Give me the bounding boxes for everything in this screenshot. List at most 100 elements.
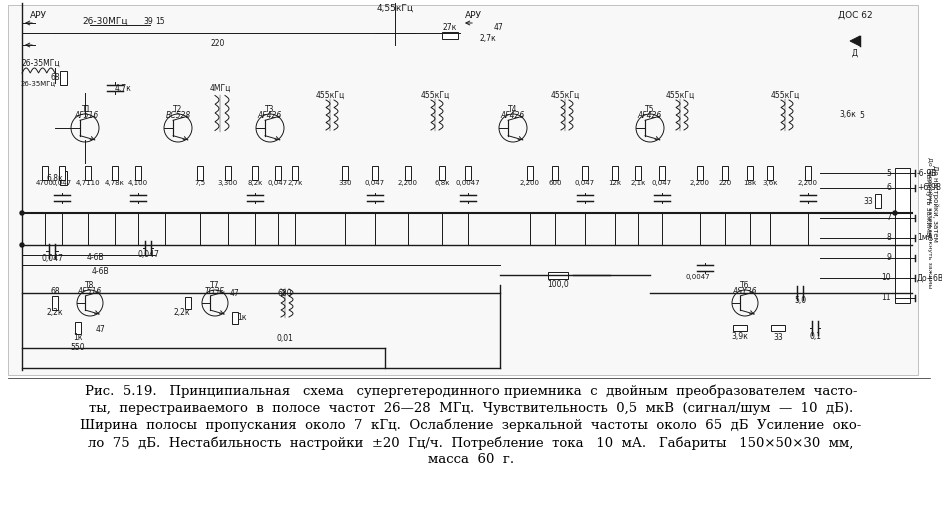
Text: 455кГц: 455кГц	[420, 90, 449, 100]
Bar	[442, 31, 458, 38]
Text: +6-9В: +6-9В	[917, 184, 941, 192]
Text: 2,7к: 2,7к	[479, 33, 496, 43]
Text: 4-6В: 4-6В	[86, 253, 104, 263]
Text: 0,01: 0,01	[277, 333, 294, 343]
Bar	[135, 166, 141, 180]
Bar	[59, 166, 65, 180]
Bar	[527, 166, 533, 180]
Text: TG3F: TG3F	[205, 287, 225, 297]
Text: 455кГц: 455кГц	[316, 90, 345, 100]
Text: 1к: 1к	[73, 332, 83, 342]
Text: AF426: AF426	[258, 111, 282, 121]
Bar	[722, 166, 728, 180]
Text: 3,300: 3,300	[218, 180, 238, 186]
Text: 33: 33	[863, 196, 873, 206]
Text: 10: 10	[882, 273, 891, 283]
Text: 18к: 18к	[743, 180, 756, 186]
Bar	[252, 166, 258, 180]
Text: До+6В(9В): До+6В(9В)	[917, 273, 942, 283]
Text: 9: 9	[886, 253, 891, 263]
Text: 47: 47	[493, 24, 503, 32]
Text: 1мА: 1мА	[917, 233, 933, 243]
Text: До настройки, затем замкнуть зажимы: До настройки, затем замкнуть зажимы	[928, 157, 933, 289]
Text: AF426: AF426	[638, 111, 662, 121]
Text: 39: 39	[143, 16, 153, 26]
Text: T5: T5	[645, 106, 655, 114]
Bar	[59, 171, 67, 185]
Bar	[8, 5, 918, 375]
Text: 2,200: 2,200	[798, 180, 818, 186]
Bar	[875, 194, 881, 208]
Bar	[232, 312, 238, 324]
Text: 0,047: 0,047	[138, 250, 159, 260]
Bar	[75, 322, 81, 334]
Text: 0,1: 0,1	[809, 332, 821, 342]
Text: AF426: AF426	[501, 111, 525, 121]
Text: 6: 6	[886, 184, 891, 192]
Text: 0,047: 0,047	[365, 180, 385, 186]
Text: 47: 47	[230, 288, 240, 298]
Text: 600: 600	[548, 180, 561, 186]
Bar	[747, 166, 753, 180]
Text: 550: 550	[71, 344, 86, 352]
Text: 12к: 12к	[609, 180, 622, 186]
Bar	[439, 166, 445, 180]
Bar	[697, 166, 703, 180]
Text: BC528: BC528	[166, 111, 190, 121]
Text: 1к: 1к	[237, 313, 247, 323]
Text: 8,2к: 8,2к	[248, 180, 263, 186]
Text: T1: T1	[82, 106, 91, 114]
Text: 3,9к: 3,9к	[732, 332, 749, 342]
Text: 220: 220	[211, 38, 225, 48]
Text: 0,047: 0,047	[575, 180, 595, 186]
Text: 4,7к: 4,7к	[115, 84, 132, 92]
Text: 4,78к: 4,78к	[106, 180, 125, 186]
Text: T3: T3	[266, 106, 275, 114]
Bar	[85, 166, 91, 180]
Text: 330: 330	[338, 180, 351, 186]
Bar	[659, 166, 665, 180]
Text: 47: 47	[95, 326, 105, 334]
Text: Д: Д	[852, 49, 858, 57]
Bar	[185, 297, 191, 309]
Text: 4,100: 4,100	[128, 180, 148, 186]
Bar	[612, 166, 618, 180]
Text: 4,7110: 4,7110	[75, 180, 100, 186]
Text: 2,200: 2,200	[690, 180, 710, 186]
Circle shape	[20, 243, 24, 247]
Text: 4МГц: 4МГц	[209, 84, 231, 92]
Text: 220: 220	[719, 180, 732, 186]
Bar	[112, 166, 118, 180]
Text: 455кГц: 455кГц	[550, 90, 579, 100]
Text: АРУ: АРУ	[30, 10, 47, 19]
Text: ДОС 62: ДОС 62	[837, 10, 872, 19]
Polygon shape	[850, 36, 860, 46]
Bar	[548, 271, 568, 279]
Text: -6-9В: -6-9В	[917, 168, 937, 177]
Text: 2,2к: 2,2к	[47, 308, 63, 318]
Text: ло  75  дБ.  Нестабильность  настройки  ±20  Гц/ч.  Потребление  тока   10  мА. : ло 75 дБ. Нестабильность настройки ±20 Г…	[89, 436, 853, 449]
Text: 3,6к: 3,6к	[839, 110, 856, 120]
Bar	[635, 166, 641, 180]
Text: 4,55кГц: 4,55кГц	[377, 4, 414, 12]
Text: 4-6В: 4-6В	[91, 266, 109, 275]
Text: 0,047: 0,047	[41, 253, 63, 263]
Text: 11: 11	[882, 293, 891, 303]
Text: 0,047: 0,047	[652, 180, 672, 186]
Text: Рис.  5.19.   Принципиальная   схема   супергетеродинного приемника  с  двойным : Рис. 5.19. Принципиальная схема супергет…	[85, 385, 857, 399]
Bar	[275, 166, 281, 180]
Text: AF516: AF516	[78, 287, 102, 297]
Text: Ширина  полосы  пропускания  около  7  кГц.  Ослабление  зеркальной  частоты  ок: Ширина полосы пропускания около 7 кГц. О…	[80, 419, 862, 432]
Text: масса  60  г.: масса 60 г.	[428, 453, 514, 466]
Text: 26-30МГц: 26-30МГц	[82, 16, 128, 26]
Bar	[52, 296, 58, 310]
Bar	[225, 166, 231, 180]
Bar	[767, 166, 773, 180]
Bar	[895, 168, 910, 303]
Text: 27к: 27к	[443, 24, 457, 32]
Circle shape	[893, 211, 897, 215]
Text: 2,200: 2,200	[398, 180, 418, 186]
Text: T4: T4	[509, 106, 518, 114]
Bar	[292, 166, 298, 180]
Bar	[197, 166, 203, 180]
